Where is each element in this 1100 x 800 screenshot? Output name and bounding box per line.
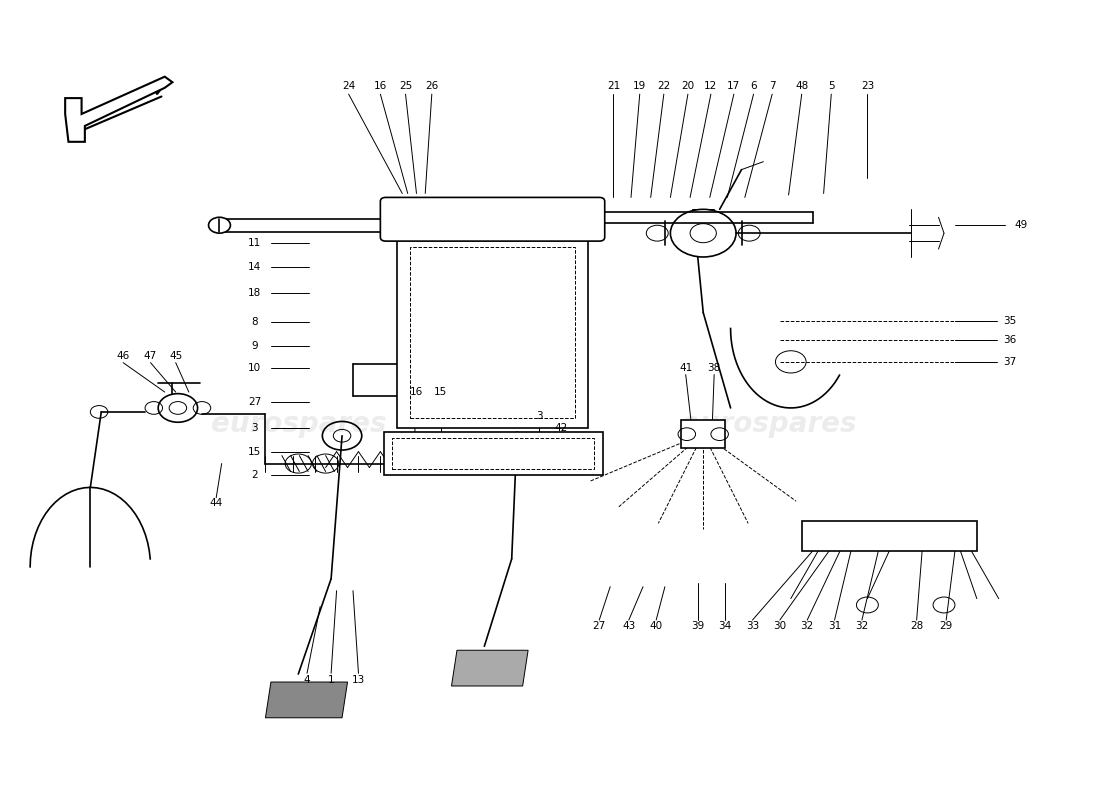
Text: 9: 9 xyxy=(251,341,257,351)
Text: 32: 32 xyxy=(801,622,814,631)
Text: 33: 33 xyxy=(746,622,759,631)
Text: 46: 46 xyxy=(117,351,130,362)
Text: 11: 11 xyxy=(248,238,261,248)
Text: 26: 26 xyxy=(426,81,439,91)
Text: 22: 22 xyxy=(657,81,670,91)
Polygon shape xyxy=(65,77,173,142)
Bar xyxy=(384,432,603,475)
Bar xyxy=(397,237,588,428)
Text: 24: 24 xyxy=(342,81,355,91)
Text: 36: 36 xyxy=(1003,335,1016,346)
Text: 19: 19 xyxy=(634,81,647,91)
Text: 38: 38 xyxy=(707,363,721,374)
Text: 3: 3 xyxy=(536,411,542,421)
Text: 12: 12 xyxy=(704,81,717,91)
Text: 44: 44 xyxy=(210,498,223,508)
Text: 13: 13 xyxy=(352,674,365,685)
Polygon shape xyxy=(265,682,348,718)
Text: 15: 15 xyxy=(248,446,261,457)
Text: 41: 41 xyxy=(679,363,692,374)
Text: 34: 34 xyxy=(718,622,732,631)
Bar xyxy=(681,420,725,448)
Text: 16: 16 xyxy=(374,81,387,91)
Text: 27: 27 xyxy=(248,397,261,406)
Text: 10: 10 xyxy=(248,363,261,374)
Bar xyxy=(410,246,575,418)
Text: 37: 37 xyxy=(1003,357,1016,367)
Text: 7: 7 xyxy=(769,81,776,91)
Text: 31: 31 xyxy=(828,622,842,631)
Text: 35: 35 xyxy=(1003,315,1016,326)
Text: eurospares: eurospares xyxy=(681,410,857,438)
Circle shape xyxy=(209,218,230,233)
Text: 3: 3 xyxy=(251,423,257,433)
Text: 32: 32 xyxy=(856,622,869,631)
Text: 1: 1 xyxy=(328,674,334,685)
Text: 5: 5 xyxy=(828,81,835,91)
Text: 17: 17 xyxy=(727,81,740,91)
Text: 45: 45 xyxy=(169,351,183,362)
Circle shape xyxy=(569,266,575,271)
Text: 39: 39 xyxy=(691,622,704,631)
Polygon shape xyxy=(451,650,528,686)
Text: 42: 42 xyxy=(554,423,568,433)
Text: 8: 8 xyxy=(251,317,257,327)
Text: 2: 2 xyxy=(251,470,257,481)
Text: 16: 16 xyxy=(410,387,424,397)
Text: 47: 47 xyxy=(144,351,157,362)
Text: 18: 18 xyxy=(248,288,261,298)
Text: 49: 49 xyxy=(1014,220,1027,230)
Text: 25: 25 xyxy=(399,81,412,91)
Text: 28: 28 xyxy=(910,622,923,631)
Text: 6: 6 xyxy=(750,81,757,91)
FancyBboxPatch shape xyxy=(381,198,605,241)
Bar xyxy=(802,521,977,551)
Text: 30: 30 xyxy=(773,622,786,631)
Circle shape xyxy=(410,346,417,350)
Bar xyxy=(393,438,594,469)
Text: 15: 15 xyxy=(433,387,448,397)
Text: 21: 21 xyxy=(607,81,620,91)
Text: 40: 40 xyxy=(650,622,662,631)
Circle shape xyxy=(569,346,575,350)
Text: 4: 4 xyxy=(304,674,310,685)
Text: 43: 43 xyxy=(623,622,636,631)
Text: 20: 20 xyxy=(681,81,694,91)
Text: 23: 23 xyxy=(861,81,875,91)
Circle shape xyxy=(410,266,417,271)
Text: 29: 29 xyxy=(939,622,953,631)
Text: 27: 27 xyxy=(593,622,606,631)
Text: 14: 14 xyxy=(248,262,261,271)
Text: 48: 48 xyxy=(795,81,808,91)
Text: eurospares: eurospares xyxy=(210,410,386,438)
